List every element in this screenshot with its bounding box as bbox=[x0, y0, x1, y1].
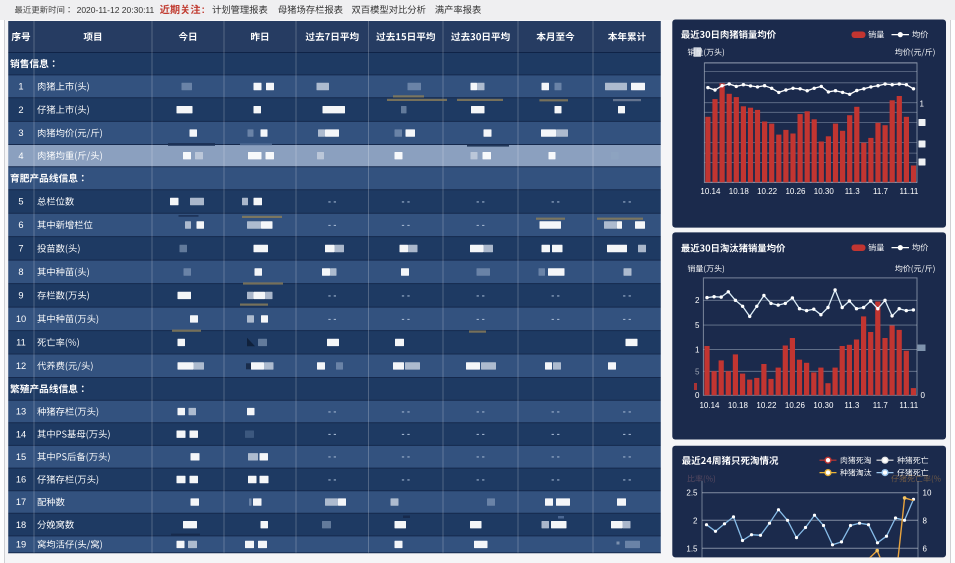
svg-text:2020-11-12 20:30:11: 2020-11-12 20:30:11 bbox=[77, 5, 155, 15]
svg-text:10.30: 10.30 bbox=[813, 401, 834, 410]
svg-text:10.30: 10.30 bbox=[814, 187, 835, 196]
svg-text:- -: - - bbox=[476, 290, 485, 300]
svg-text:- -: - - bbox=[328, 407, 337, 417]
svg-text:- -: - - bbox=[476, 220, 485, 230]
svg-text:10.18: 10.18 bbox=[728, 401, 749, 410]
svg-text:- -: - - bbox=[402, 290, 411, 300]
svg-text:- -: - - bbox=[476, 429, 485, 439]
svg-text:18: 18 bbox=[16, 520, 26, 530]
svg-text:6: 6 bbox=[18, 220, 23, 230]
svg-text:- -: - - bbox=[476, 407, 485, 417]
svg-text:11.11: 11.11 bbox=[899, 187, 918, 196]
svg-text:2.5: 2.5 bbox=[686, 489, 698, 498]
svg-text:8: 8 bbox=[18, 267, 23, 277]
svg-text:14: 14 bbox=[16, 429, 26, 439]
svg-text:- -: - - bbox=[328, 290, 337, 300]
svg-text:- -: - - bbox=[623, 452, 632, 462]
svg-text:- -: - - bbox=[402, 314, 411, 324]
svg-text:8: 8 bbox=[923, 516, 928, 525]
svg-text:- -: - - bbox=[328, 220, 337, 230]
svg-text:2: 2 bbox=[695, 296, 700, 305]
svg-text:- -: - - bbox=[402, 452, 411, 462]
svg-text::: : bbox=[202, 5, 205, 16]
svg-text:- -: - - bbox=[623, 474, 632, 484]
svg-text:- -: - - bbox=[551, 407, 560, 417]
svg-text:- -: - - bbox=[476, 452, 485, 462]
svg-text:1: 1 bbox=[695, 346, 700, 355]
svg-text:0: 0 bbox=[921, 391, 926, 400]
svg-text:- -: - - bbox=[402, 196, 411, 206]
svg-text:- -: - - bbox=[476, 314, 485, 324]
svg-text:- -: - - bbox=[328, 196, 337, 206]
svg-text:5: 5 bbox=[18, 197, 23, 207]
svg-text:6: 6 bbox=[923, 544, 928, 553]
svg-text:- -: - - bbox=[328, 474, 337, 484]
svg-text:16: 16 bbox=[16, 475, 26, 485]
svg-text:9: 9 bbox=[18, 291, 23, 301]
svg-text:- -: - - bbox=[551, 429, 560, 439]
svg-text:5: 5 bbox=[695, 321, 700, 330]
svg-text:10: 10 bbox=[16, 314, 26, 324]
svg-text:- -: - - bbox=[402, 429, 411, 439]
svg-text:- -: - - bbox=[551, 290, 560, 300]
svg-text:- -: - - bbox=[328, 452, 337, 462]
svg-text:10.22: 10.22 bbox=[757, 187, 778, 196]
svg-text:- -: - - bbox=[623, 314, 632, 324]
svg-text:11.11: 11.11 bbox=[899, 401, 918, 410]
svg-text:11: 11 bbox=[16, 338, 26, 348]
svg-text:- -: - - bbox=[476, 196, 485, 206]
svg-text:15: 15 bbox=[16, 452, 26, 462]
svg-text:1: 1 bbox=[18, 82, 23, 92]
svg-text:11.7: 11.7 bbox=[873, 187, 889, 196]
svg-text:10.18: 10.18 bbox=[729, 187, 750, 196]
svg-text:3: 3 bbox=[18, 128, 23, 138]
svg-text:- -: - - bbox=[551, 314, 560, 324]
svg-text:- -: - - bbox=[402, 220, 411, 230]
svg-text:10: 10 bbox=[923, 489, 932, 498]
svg-text:- -: - - bbox=[623, 290, 632, 300]
svg-text:11.7: 11.7 bbox=[873, 401, 889, 410]
svg-text:10.14: 10.14 bbox=[700, 187, 721, 196]
svg-text:1.5: 1.5 bbox=[686, 544, 698, 553]
svg-text:- -: - - bbox=[402, 474, 411, 484]
svg-text:- -: - - bbox=[623, 429, 632, 439]
svg-text:- -: - - bbox=[328, 314, 337, 324]
svg-text:11.3: 11.3 bbox=[845, 187, 861, 196]
svg-text:- -: - - bbox=[328, 429, 337, 439]
svg-text:4: 4 bbox=[18, 151, 23, 161]
svg-text:7: 7 bbox=[18, 244, 23, 254]
svg-text:2: 2 bbox=[693, 516, 698, 525]
svg-text:0: 0 bbox=[695, 391, 700, 400]
svg-text:10.14: 10.14 bbox=[699, 401, 720, 410]
svg-text:- -: - - bbox=[476, 474, 485, 484]
svg-text:- -: - - bbox=[623, 196, 632, 206]
svg-text:- -: - - bbox=[551, 474, 560, 484]
svg-text:10.26: 10.26 bbox=[785, 187, 806, 196]
svg-text:10.22: 10.22 bbox=[756, 401, 777, 410]
svg-text:17: 17 bbox=[16, 497, 26, 507]
svg-text:11.3: 11.3 bbox=[844, 401, 860, 410]
svg-text:10.26: 10.26 bbox=[785, 401, 806, 410]
svg-text:19: 19 bbox=[16, 540, 26, 550]
svg-text:5: 5 bbox=[695, 367, 700, 376]
svg-text:12: 12 bbox=[16, 361, 26, 371]
svg-text:- -: - - bbox=[402, 407, 411, 417]
svg-text:1: 1 bbox=[920, 100, 925, 109]
svg-text:2: 2 bbox=[18, 105, 23, 115]
svg-text:- -: - - bbox=[551, 196, 560, 206]
svg-text:- -: - - bbox=[623, 407, 632, 417]
svg-text:13: 13 bbox=[16, 407, 26, 417]
svg-text:- -: - - bbox=[551, 452, 560, 462]
